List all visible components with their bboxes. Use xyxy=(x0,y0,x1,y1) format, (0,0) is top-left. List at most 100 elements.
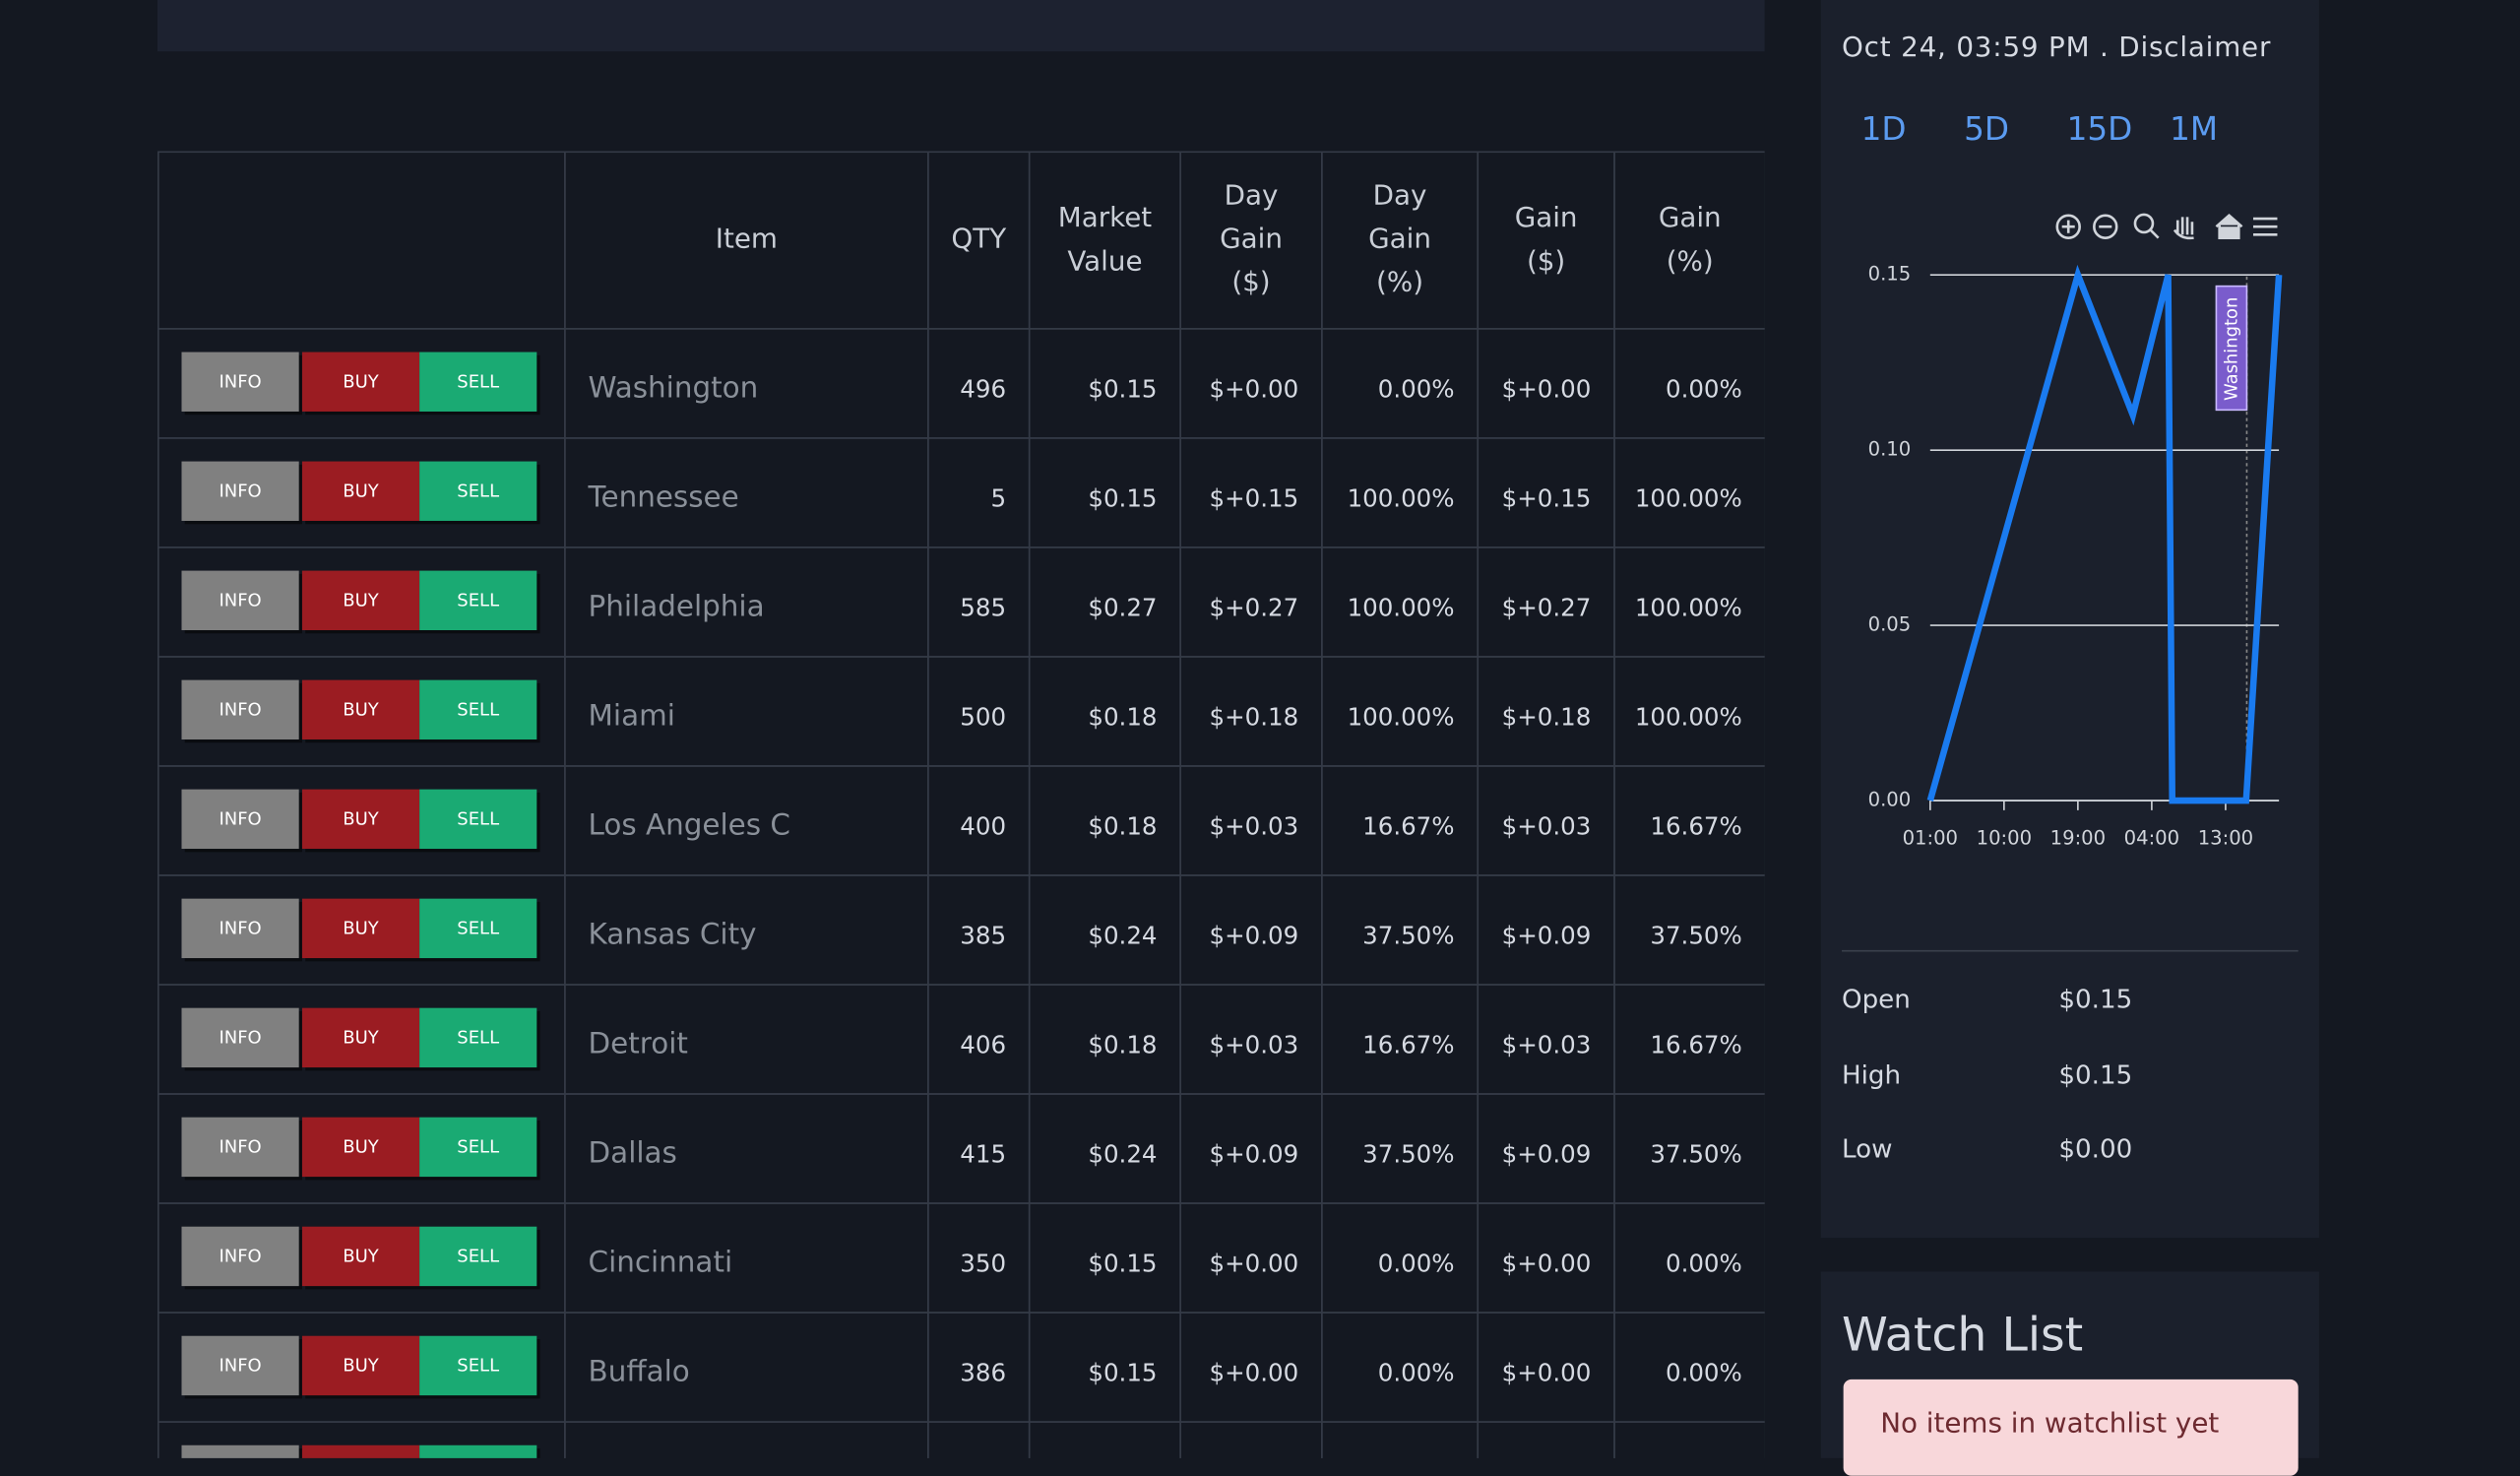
cell-value: 0.00% xyxy=(1321,1312,1480,1423)
cell-value: 0.00% xyxy=(1613,1312,1765,1423)
button[interactable]: SELL xyxy=(419,1007,537,1068)
cell-value: 37.50% xyxy=(1321,1093,1480,1204)
cell-value: 100.00% xyxy=(1613,656,1765,767)
x-tick-label: 01:00 xyxy=(1903,827,1958,850)
cell-value: $+0.09 xyxy=(1477,874,1615,986)
stat-label: Low xyxy=(1842,1133,1893,1165)
cell-value: 16.67% xyxy=(1613,984,1765,1095)
button[interactable]: BUY xyxy=(301,1335,420,1396)
range-tab[interactable]: 5D xyxy=(1964,109,2010,149)
button[interactable]: SELL xyxy=(419,461,537,521)
button[interactable]: BUY xyxy=(301,789,420,850)
button[interactable] xyxy=(419,1444,537,1458)
button[interactable]: BUY xyxy=(301,461,420,521)
series-annotation: Washington xyxy=(2222,297,2242,401)
button[interactable]: SELL xyxy=(419,679,537,740)
button[interactable]: BUY xyxy=(301,1117,420,1178)
item-name: Tennessee xyxy=(564,437,929,548)
button[interactable]: INFO xyxy=(181,789,299,850)
cell-value: $0.15 xyxy=(1028,328,1181,439)
button[interactable]: BUY xyxy=(301,1007,420,1068)
cell-value: $+0.09 xyxy=(1477,1093,1615,1204)
side-panel: Oct 24, 03:59 PM . Disclaimer 1D 5D 15D 1M … xyxy=(1820,0,2319,1239)
price-chart: 0.00 0.05 0.10 0.15 01:00 10:00 19:00 04:00 13:0… xyxy=(1868,213,2283,850)
header-text: Item xyxy=(715,223,778,256)
action-cell: INFO BUY SELL xyxy=(157,656,566,767)
cell-value: $0.15 xyxy=(1028,1312,1181,1423)
button[interactable]: INFO xyxy=(181,461,299,521)
cell-value: 100.00% xyxy=(1321,437,1480,548)
cell-value: $+0.03 xyxy=(1477,765,1615,876)
watchlist-empty: No items in watchlist yet xyxy=(1843,1379,2299,1476)
cell-value: 100.00% xyxy=(1613,437,1765,548)
button[interactable]: INFO xyxy=(181,570,299,630)
button[interactable]: SELL xyxy=(419,898,537,959)
cell-value: $+0.00 xyxy=(1477,1312,1615,1423)
button[interactable]: SELL xyxy=(419,1117,537,1178)
button[interactable] xyxy=(301,1444,420,1458)
cell-value: 0.00% xyxy=(1321,1202,1480,1314)
button[interactable]: INFO xyxy=(181,1007,299,1068)
header-cell: Day Gain (%) xyxy=(1321,151,1480,330)
cell-value: 350 xyxy=(927,1202,1031,1314)
action-cell: INFO BUY SELL xyxy=(157,1202,566,1314)
item-name: Kansas City xyxy=(564,874,929,986)
button[interactable]: BUY xyxy=(301,679,420,740)
header-text: Gain (%) xyxy=(1658,201,1722,278)
cell-value: $+0.15 xyxy=(1477,437,1615,548)
cell-value: $+0.27 xyxy=(1477,546,1615,658)
chart-toolbar[interactable] xyxy=(2055,213,2278,240)
cell-value: $0.18 xyxy=(1028,984,1181,1095)
partial-cell xyxy=(564,1421,929,1458)
partial-cell xyxy=(1477,1421,1615,1458)
button[interactable]: BUY xyxy=(301,570,420,630)
cell-value: $+0.27 xyxy=(1179,546,1323,658)
cell-value: $+0.15 xyxy=(1179,437,1323,548)
button[interactable]: INFO xyxy=(181,1335,299,1396)
button[interactable] xyxy=(181,1444,299,1458)
header-cell: Day Gain ($) xyxy=(1179,151,1323,330)
button[interactable]: INFO xyxy=(181,1117,299,1178)
partial-cell xyxy=(927,1421,1031,1458)
button[interactable]: BUY xyxy=(301,1226,420,1287)
cell-value: 37.50% xyxy=(1321,874,1480,986)
button[interactable]: INFO xyxy=(181,679,299,740)
range-tab[interactable]: 1D xyxy=(1860,109,1907,149)
cell-value: $+0.00 xyxy=(1477,328,1615,439)
cell-value: $+0.18 xyxy=(1179,656,1323,767)
button[interactable]: SELL xyxy=(419,1226,537,1287)
button[interactable]: INFO xyxy=(181,352,299,412)
cell-value: 37.50% xyxy=(1613,1093,1765,1204)
cell-value: $+0.09 xyxy=(1179,874,1323,986)
stat-value: $0.15 xyxy=(2058,1059,2133,1090)
series-annotation-box xyxy=(2215,285,2248,412)
button[interactable]: BUY xyxy=(301,352,420,412)
header-cell: Market Value xyxy=(1028,151,1181,330)
cell-value: 500 xyxy=(927,656,1031,767)
button[interactable]: SELL xyxy=(419,1335,537,1396)
cell-value: $0.15 xyxy=(1028,1202,1181,1314)
x-tick-label: 10:00 xyxy=(1977,827,2032,850)
stat-value: $0.00 xyxy=(2058,1133,2133,1165)
cell-value: $+0.00 xyxy=(1179,328,1323,439)
cell-value: 0.00% xyxy=(1613,1202,1765,1314)
button[interactable]: SELL xyxy=(419,570,537,630)
range-tab[interactable]: 1M xyxy=(2170,109,2219,149)
cell-value: $+0.18 xyxy=(1477,656,1615,767)
range-tab[interactable]: 15D xyxy=(2066,109,2133,149)
button[interactable]: INFO xyxy=(181,898,299,959)
item-name: Dallas xyxy=(564,1093,929,1204)
header-cell xyxy=(157,151,566,330)
partial-cell xyxy=(1179,1421,1323,1458)
button[interactable]: BUY xyxy=(301,898,420,959)
cell-value: $+0.03 xyxy=(1179,984,1323,1095)
button[interactable]: INFO xyxy=(181,1226,299,1287)
cell-value: $0.24 xyxy=(1028,1093,1181,1204)
button[interactable]: SELL xyxy=(419,789,537,850)
button[interactable]: SELL xyxy=(419,352,537,412)
action-cell: INFO BUY SELL xyxy=(157,874,566,986)
cell-value: $+0.09 xyxy=(1179,1093,1323,1204)
cell-value: 415 xyxy=(927,1093,1031,1204)
